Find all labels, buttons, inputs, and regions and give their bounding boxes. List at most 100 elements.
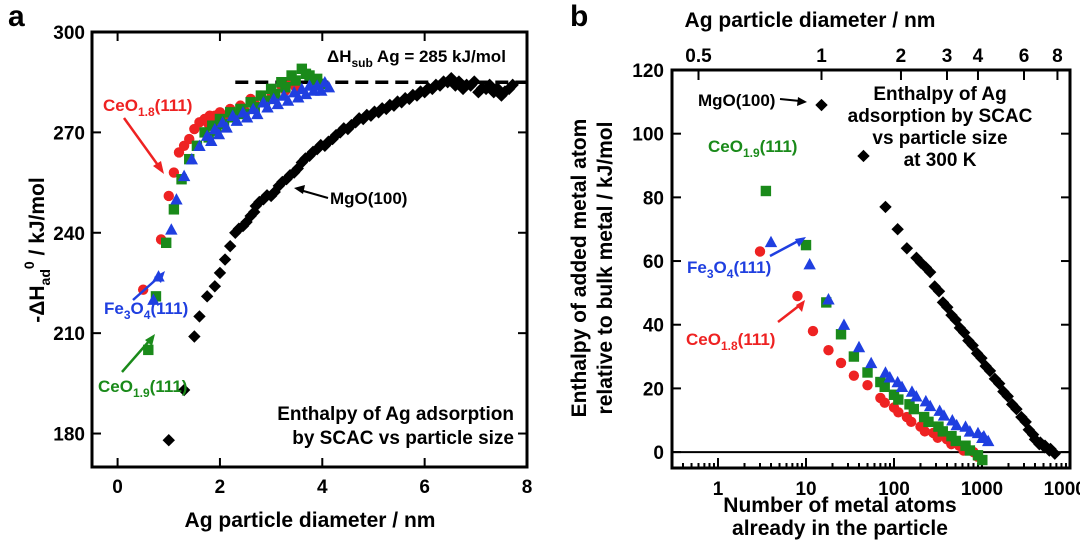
panel-b-point-mgo (857, 149, 870, 163)
panel-b-x-ticks: 1 10 100 1000 10000 (681, 458, 1080, 500)
panel-a-point-mgo (253, 195, 266, 209)
panel-b-point-ceo18 (807, 325, 819, 337)
panel-b-point-mgo (879, 200, 892, 214)
panel-b-series-ceo19 (760, 185, 988, 466)
panel-a-point-mgo (188, 330, 201, 343)
panel-a-fe3o4-label: Fe3O4(111) (104, 299, 188, 322)
panel-b-point-ceo19 (862, 367, 873, 378)
panel-b-mgo-arrowhead (797, 97, 807, 106)
panel-a-x-tick-label: 4 (317, 477, 328, 498)
panel-b-point-mgo (988, 372, 1002, 386)
panel-b-y-tick-label: 20 (643, 379, 664, 400)
panel-b-title-line3: vs particle size (872, 128, 1007, 149)
panel-a-point-fe3o4 (165, 223, 178, 235)
panel-b-point-ceo19 (848, 351, 860, 362)
panel-b-top-tick-label: 1 (816, 46, 827, 67)
panel-b-point-mgo (900, 242, 914, 255)
panel-b-fe3o4-arrow (769, 238, 801, 258)
panel-a-point-fe3o4 (251, 107, 264, 120)
panel-b-point-mgo (919, 261, 933, 274)
panel-b-point-ceo19 (977, 454, 988, 466)
panel-b-point-fe3o4 (852, 340, 866, 353)
panel-b-point-mgo (949, 313, 963, 327)
panel-a-x-tick-label: 8 (522, 477, 533, 498)
panel-b-point-mgo (975, 351, 988, 365)
panel-b-y-tick-label: 40 (643, 316, 664, 337)
panel-b-point-fe3o4 (923, 399, 937, 412)
panel-b-point-ceo18 (905, 416, 917, 428)
panel-b-ceo18-arrowhead (796, 300, 805, 312)
panel-a-x-axis-label: Ag particle diameter / nm (185, 509, 436, 532)
panel-b-top-x-axis-label: Ag particle diameter / nm (685, 9, 936, 32)
panel-b-point-fe3o4 (803, 258, 816, 270)
panel-a-point-ceo19 (168, 204, 180, 215)
panel-a-ceo18-arrow (122, 117, 162, 169)
panel-b-point-fe3o4 (895, 380, 909, 393)
panel-a-point-fe3o4 (205, 134, 218, 146)
panel-b-point-ceo18 (792, 290, 803, 302)
panel-b-x-axis-label: Number of metal atoms (723, 494, 956, 517)
panel-b-point-mgo (1026, 428, 1040, 441)
panel-a-y-tick-label: 300 (53, 23, 85, 44)
panel-b-point-fe3o4 (950, 418, 963, 431)
sublimation-enthalpy-label: ΔHsub Ag = 285 kJ/mol (327, 47, 506, 70)
panel-b-point-ceo19 (950, 435, 962, 447)
panel-a-point-mgo (218, 253, 232, 266)
panel-b-point-ceo18 (919, 426, 931, 437)
panel-b-point-mgo (983, 364, 997, 378)
panel-b-point-fe3o4 (910, 390, 923, 402)
panel-a-fe3o4-arrowhead (154, 271, 165, 283)
panel-b-top-ticks: 0.5 1 2 3 4 6 8 (685, 46, 1063, 80)
panel-b-point-mgo (815, 98, 828, 112)
panel-a-point-fe3o4 (220, 121, 233, 133)
panel-b-y-tick-label: 100 (632, 125, 664, 146)
panel-a-ceo18-arrowhead (153, 161, 164, 174)
panel-b-point-ceo19 (879, 381, 890, 393)
panel-b-ceo18-label: CeO1.8(111) (686, 330, 775, 353)
panel-a-point-ceo19 (143, 344, 154, 356)
panel-b-point-ceo19 (964, 445, 976, 456)
panel-b-point-mgo (923, 265, 937, 279)
panel-a-y-tick-label: 270 (53, 123, 85, 144)
panel-b-point-fe3o4 (837, 318, 851, 330)
panel-a-point-ceo19 (150, 291, 162, 302)
panel-a-point-fe3o4 (261, 101, 274, 113)
panel-a-y-tick-label: 180 (53, 425, 85, 446)
panel-b-plot-frame (670, 68, 1072, 470)
panel-b-series-mgo (815, 98, 1062, 460)
panel-a-ceo19-label: CeO1.9(111) (98, 377, 187, 400)
panel-b-point-fe3o4 (937, 409, 951, 421)
panel-b: b Ag particle diameter / nm 020406080100… (568, 0, 1080, 540)
panel-b-ceo18-arrow (777, 304, 801, 323)
panel-a-plot-frame (90, 30, 529, 469)
panel-b-x-tick-label: 10000 (1044, 479, 1080, 500)
panel-b-y-axis-label-line2: relative to bulk metal / kJ/mol (594, 122, 617, 415)
panel-a-point-fe3o4 (292, 91, 305, 103)
panel-b-x-tick-label: 100 (878, 479, 910, 500)
panel-a-point-mgo (295, 156, 309, 169)
panel-a-ceo19-arrowhead (145, 334, 155, 346)
panel-b-x-axis-label-line2: already in the particle (732, 517, 948, 540)
panel-b-point-ceo19 (923, 416, 934, 428)
panel-b-point-ceo18 (835, 357, 847, 369)
panel-a-point-mgo (193, 310, 206, 323)
panel-a-point-ceo19 (290, 75, 301, 86)
panel-b-point-mgo (962, 334, 975, 347)
panel-b-mgo-label: MgO(100) (698, 91, 775, 110)
panel-a-point-mgo (299, 152, 312, 165)
panel-a-point-fe3o4 (193, 139, 206, 151)
panel-a-title-line2: by SCAC vs particle size (292, 428, 514, 449)
panel-b-y-tick-label: 0 (653, 443, 664, 464)
panel-a-point-fe3o4 (299, 87, 313, 100)
panel-b-series-ceo18 (754, 246, 984, 463)
panel-a-x-tick-label: 0 (112, 477, 123, 498)
panel-a-fe3o4-arrow (132, 275, 161, 301)
panel-b-top-tick-label: 0.5 (685, 46, 712, 67)
panel-b-point-fe3o4 (764, 235, 778, 248)
panel-a-label: a (8, 0, 25, 33)
panel-a-point-mgo (387, 99, 401, 112)
panel-a-point-fe3o4 (271, 97, 284, 110)
panel-b-top-tick-label: 4 (973, 46, 984, 67)
